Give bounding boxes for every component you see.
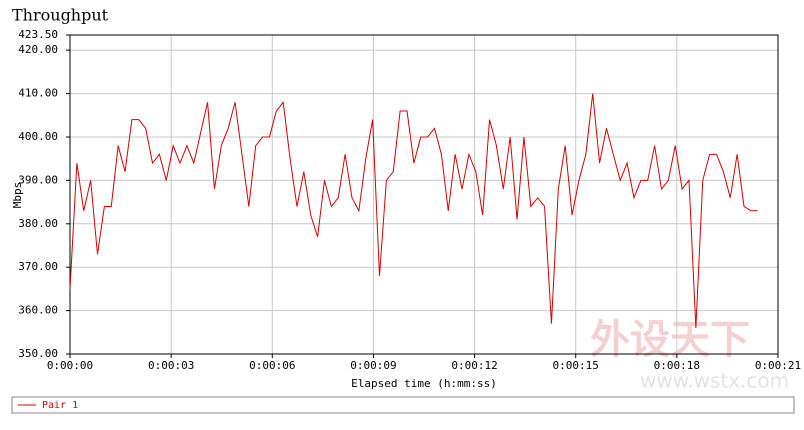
plot-frame xyxy=(69,34,779,355)
y-tick-label: 360.00 xyxy=(18,304,58,317)
y-tick-label: 400.00 xyxy=(18,130,58,143)
data-line xyxy=(69,93,758,328)
x-tick-label: 0:00:21 xyxy=(755,359,801,372)
x-tick-label: 0:00:18 xyxy=(654,359,700,372)
watermark: 外设天下 www.wstx.com xyxy=(590,317,789,393)
legend xyxy=(11,396,795,414)
watermark-text: 外设天下 xyxy=(590,317,750,363)
y-tick-label: 410.00 xyxy=(18,87,58,100)
x-tick-label: 0:00:09 xyxy=(350,359,396,372)
x-tick-label: 0:00:00 xyxy=(47,359,93,372)
y-axis-label: Mbps xyxy=(11,182,24,209)
y-tick-label: 350.00 xyxy=(18,347,58,360)
x-tick-label: 0:00:06 xyxy=(249,359,295,372)
y-tick-label: 370.00 xyxy=(18,260,58,273)
x-tick-label: 0:00:15 xyxy=(553,359,599,372)
watermark-url: www.wstx.com xyxy=(640,369,789,393)
x-tick-label: 0:00:03 xyxy=(148,359,194,372)
y-tick-label: 420.00 xyxy=(18,43,58,56)
chart-title: Throughput xyxy=(12,6,109,25)
y-tick-label: 380.00 xyxy=(18,217,58,230)
legend-label: Pair 1 xyxy=(42,400,78,411)
x-axis-label: Elapsed time (h:mm:ss) xyxy=(351,377,497,390)
y-tick-label: 423.50 xyxy=(18,28,58,41)
x-tick-label: 0:00:12 xyxy=(451,359,497,372)
y-tick-label: 390.00 xyxy=(18,173,58,186)
